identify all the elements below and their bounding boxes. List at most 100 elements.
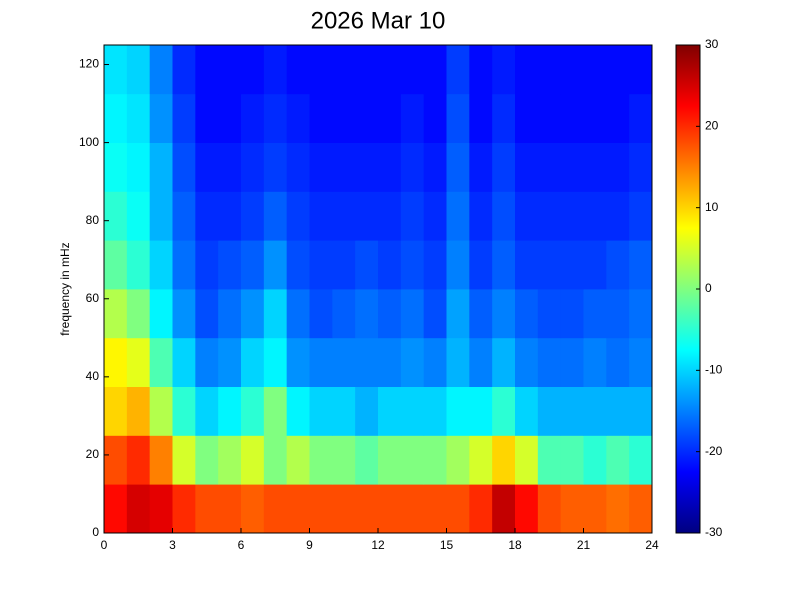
heatmap-cell: [400, 142, 425, 192]
heatmap-cell: [195, 45, 219, 95]
heatmap-cell: [469, 435, 493, 485]
heatmap-cell: [583, 93, 607, 143]
heatmap-cell: [332, 142, 356, 192]
heatmap-cell: [149, 191, 173, 241]
heatmap-cell: [606, 289, 630, 339]
heatmap-cell: [378, 93, 402, 143]
y-tick-label: 40: [86, 369, 100, 383]
heatmap-cell: [423, 45, 447, 95]
y-axis-label: frequency in mHz: [58, 242, 72, 335]
heatmap-cell: [355, 45, 379, 95]
heatmap-cell: [172, 93, 196, 143]
heatmap-cell: [195, 142, 219, 192]
heatmap-cell: [446, 191, 470, 241]
heatmap-cell: [263, 45, 288, 95]
heatmap-cell: [104, 45, 128, 95]
heatmap-cell: [263, 337, 288, 387]
heatmap-cell: [400, 435, 425, 485]
heatmap-cell: [195, 289, 219, 339]
heatmap-cell: [537, 484, 562, 534]
heatmap-cell: [286, 289, 310, 339]
heatmap-cell: [583, 240, 607, 290]
heatmap-cell: [104, 240, 128, 290]
heatmap-cell: [537, 191, 562, 241]
heatmap-cell: [355, 93, 379, 143]
heatmap-cell: [515, 240, 539, 290]
heatmap-cell: [263, 435, 288, 485]
heatmap-cell: [583, 45, 607, 95]
heatmap-cell: [332, 191, 356, 241]
heatmap-cell: [218, 240, 242, 290]
heatmap-cell: [286, 191, 310, 241]
x-tick-label: 18: [508, 538, 522, 552]
heatmap-cell: [446, 289, 470, 339]
heatmap-cell: [446, 337, 470, 387]
heatmap-cell: [606, 191, 630, 241]
heatmap-cell: [241, 386, 265, 436]
heatmap-cell: [469, 240, 493, 290]
heatmap-cell: [515, 142, 539, 192]
x-tick-label: 3: [169, 538, 176, 552]
heatmap-cell: [378, 45, 402, 95]
heatmap-cell: [309, 142, 333, 192]
heatmap-cell: [263, 289, 288, 339]
heatmap-cell: [218, 386, 242, 436]
heatmap-cell: [469, 386, 493, 436]
heatmap-cell: [126, 93, 151, 143]
heatmap-cell: [537, 240, 562, 290]
heatmap-cell: [378, 435, 402, 485]
heatmap-cell: [355, 386, 379, 436]
y-tick-label: 20: [86, 447, 100, 461]
heatmap-cell: [606, 240, 630, 290]
heatmap-cell: [286, 435, 310, 485]
heatmap-cell: [355, 240, 379, 290]
heatmap-cell: [400, 386, 425, 436]
heatmap-cell: [332, 45, 356, 95]
heatmap-cell: [195, 240, 219, 290]
heatmap-cell: [537, 93, 562, 143]
heatmap-cell: [332, 240, 356, 290]
heatmap-cell: [560, 289, 584, 339]
heatmap-cell: [241, 337, 265, 387]
heatmap-cell: [286, 45, 310, 95]
heatmap-cell: [241, 435, 265, 485]
heatmap-cell: [172, 142, 196, 192]
heatmap-cell: [560, 484, 584, 534]
heatmap-cell: [560, 337, 584, 387]
heatmap-cell: [515, 93, 539, 143]
heatmap-cell: [423, 93, 447, 143]
heatmap-cell: [629, 289, 653, 339]
heatmap-cell: [195, 386, 219, 436]
heatmap-cell: [126, 484, 151, 534]
y-tick-label: 120: [79, 57, 99, 71]
heatmap-cell: [172, 289, 196, 339]
heatmap-cell: [355, 337, 379, 387]
heatmap-cell: [263, 191, 288, 241]
heatmap-cell: [263, 386, 288, 436]
heatmap-cell: [218, 93, 242, 143]
heatmap-cell: [446, 142, 470, 192]
heatmap-cell: [309, 386, 333, 436]
heatmap-cell: [126, 435, 151, 485]
heatmap-cell: [286, 337, 310, 387]
heatmap-cell: [423, 191, 447, 241]
heatmap-cell: [126, 337, 151, 387]
heatmap-cell: [149, 435, 173, 485]
heatmap-cell: [629, 93, 653, 143]
heatmap-cell: [446, 240, 470, 290]
heatmap-cell: [515, 435, 539, 485]
heatmap-cell: [423, 337, 447, 387]
heatmap-cell: [629, 191, 653, 241]
heatmap-cell: [560, 386, 584, 436]
heatmap-cell: [378, 191, 402, 241]
heatmap-cell: [332, 484, 356, 534]
heatmap-cell: [423, 142, 447, 192]
heatmap-cell: [218, 45, 242, 95]
heatmap-cell: [515, 337, 539, 387]
y-tick-label: 60: [86, 291, 100, 305]
heatmap-cell: [492, 337, 516, 387]
heatmap-cell: [241, 240, 265, 290]
heatmap-cell: [378, 289, 402, 339]
heatmap-cell: [606, 142, 630, 192]
heatmap-cell: [492, 240, 516, 290]
